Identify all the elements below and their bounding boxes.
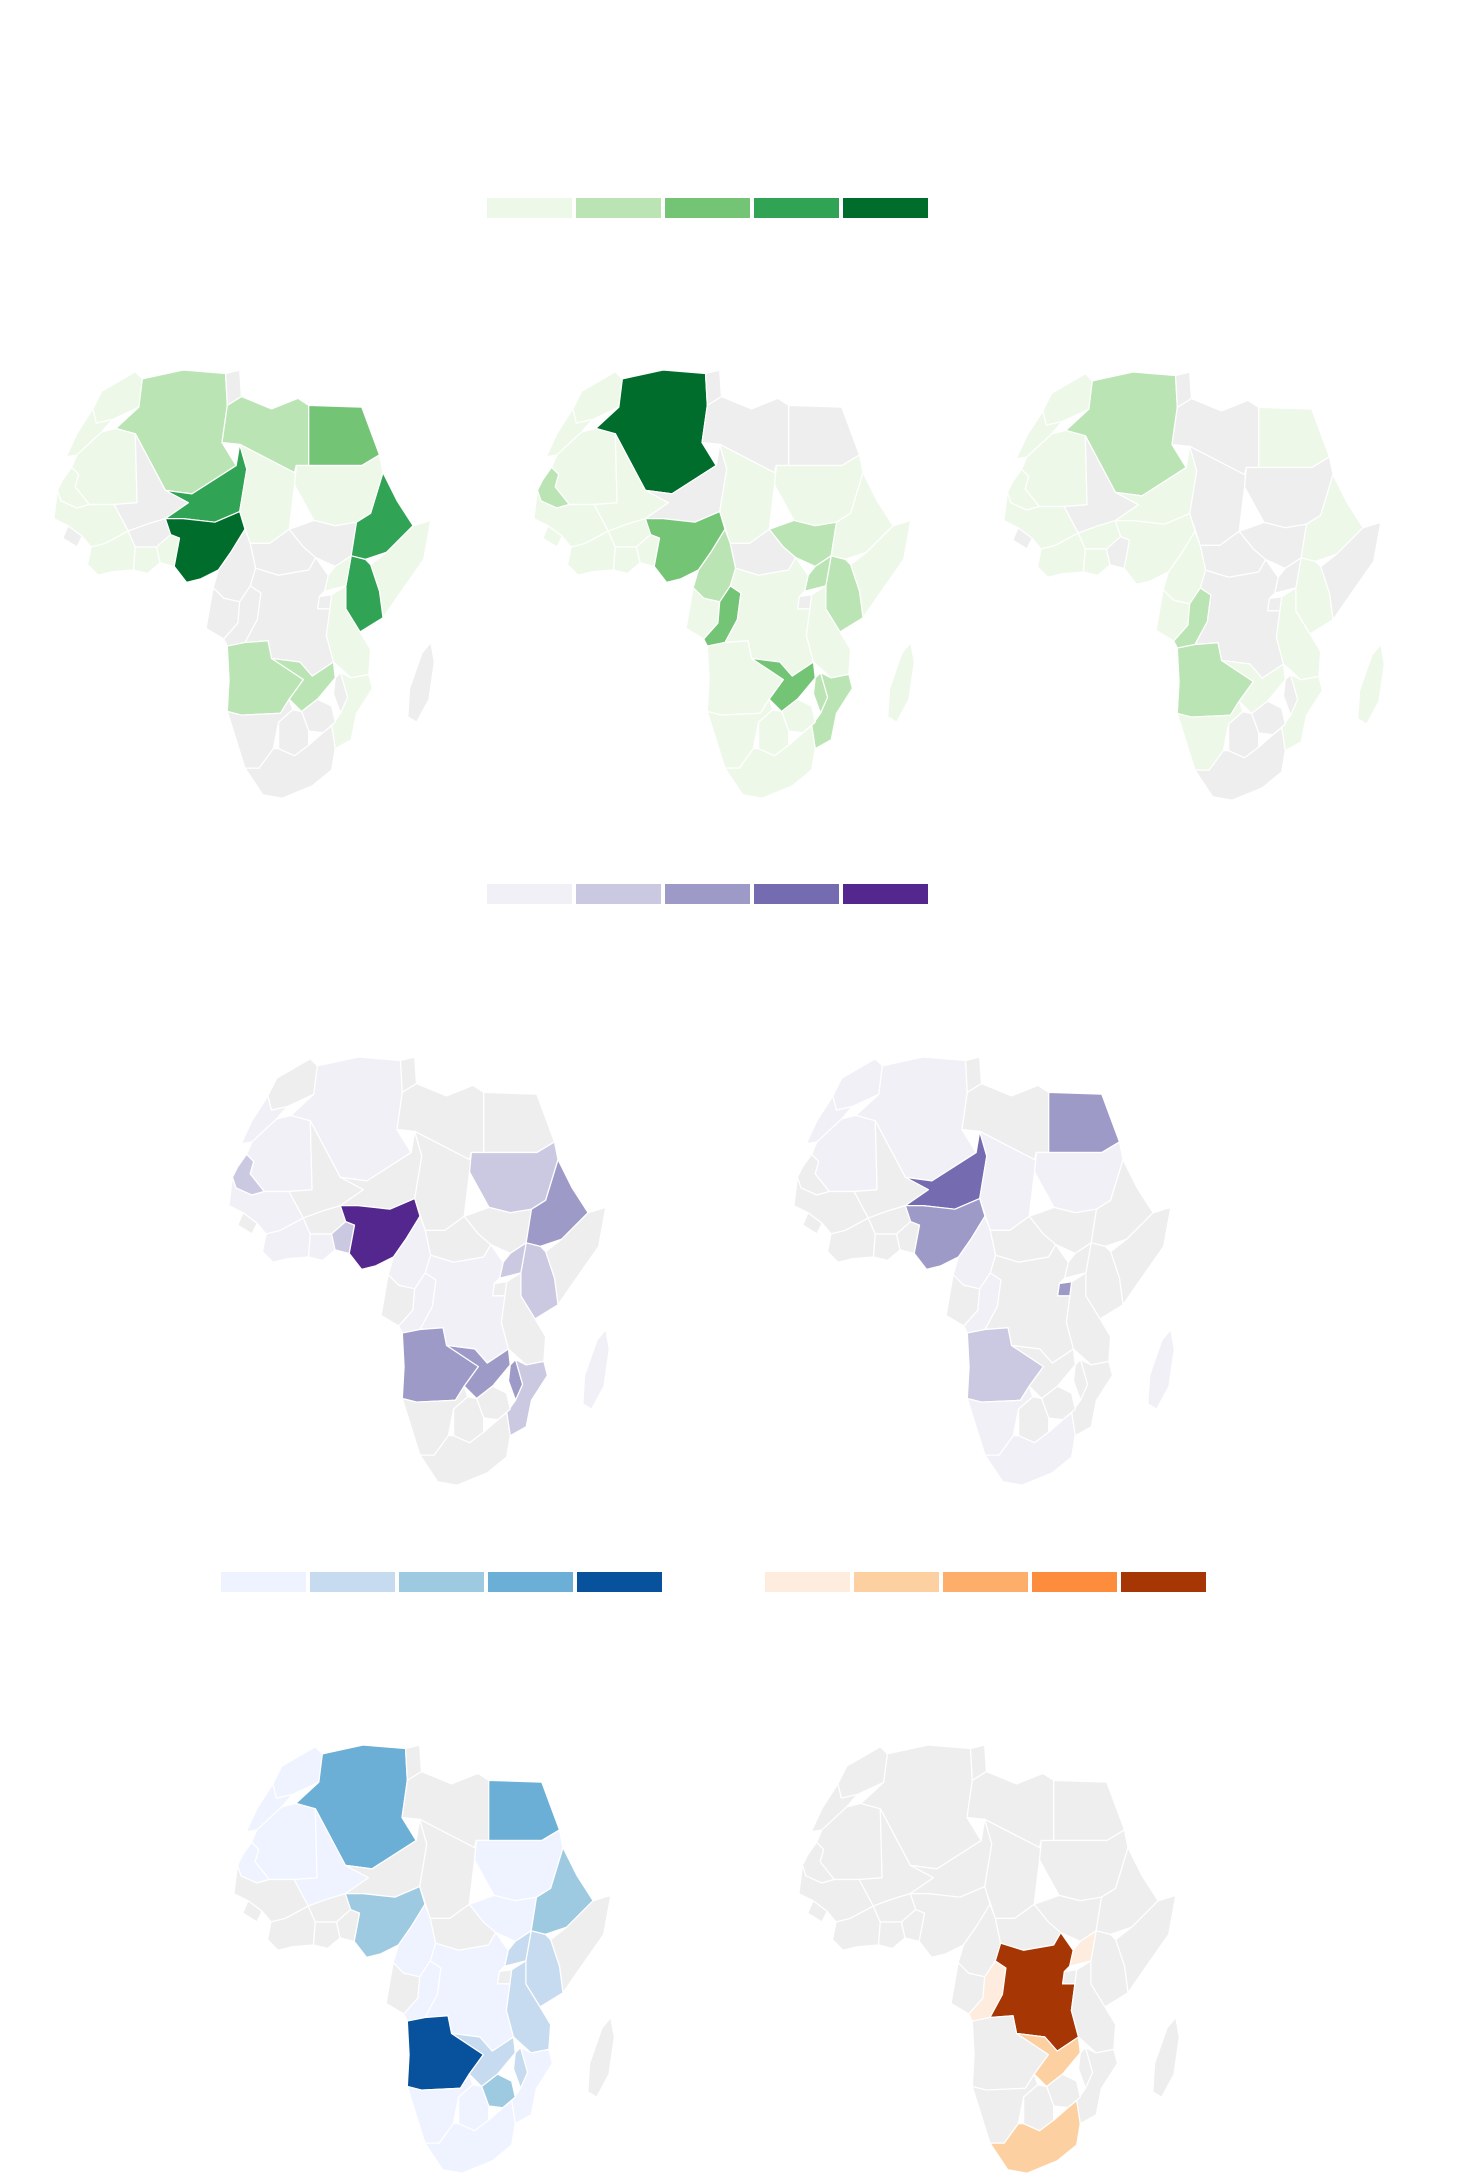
country-south-africa [984,1412,1076,1486]
africa-map-3 [1000,371,1390,802]
legend-blue [221,1572,662,1592]
legend-swatch-5 [843,884,928,904]
country-algeria [115,369,237,495]
country-south-africa [1194,727,1286,801]
country-sierra-leone [237,1212,258,1235]
legend-swatch-3 [399,1572,484,1592]
map-svg [533,369,915,799]
country-south-africa [244,725,336,799]
country-sierra-leone [62,525,83,548]
country-egypt [308,404,381,467]
map-svg [1003,371,1385,801]
country-algeria [290,1056,412,1182]
legend-green [487,198,928,218]
country-madagascar [1152,2016,1180,2098]
country-south-africa [419,1412,511,1486]
country-ghana [1082,548,1111,577]
country-zambia [445,1344,511,1400]
country-uganda [324,555,352,592]
country-egypt [488,1779,561,1842]
legend-swatch-2 [576,884,661,904]
africa-map-1 [50,369,440,800]
country-madagascar [407,641,435,723]
country-madagascar [887,641,915,723]
country-south-africa [724,725,816,799]
country-algeria [595,369,717,495]
map-svg [233,1744,615,2174]
legend-swatch-5 [577,1572,662,1592]
country-madagascar [1357,643,1385,725]
country-tanzania [325,585,372,679]
country-uganda [1274,557,1302,594]
country-zambia [270,657,336,713]
country-uganda [1064,1242,1092,1279]
legend-swatch-1 [765,1572,850,1592]
country-algeria [855,1056,977,1182]
country-uganda [1069,1930,1097,1967]
country-uganda [499,1242,527,1279]
country-algeria [1065,371,1187,497]
map-svg [793,1056,1175,1486]
country-zambia [1010,1344,1076,1400]
country-sierra-leone [242,1900,263,1923]
africa-map-2 [530,369,920,800]
map-svg [228,1056,610,1486]
country-tanzania [1070,1960,1117,2054]
country-egypt [1258,406,1331,469]
legend-swatch-2 [854,1572,939,1592]
legend-swatch-3 [665,198,750,218]
country-sierra-leone [807,1900,828,1923]
country-tanzania [505,1960,552,2054]
legend-swatch-1 [487,884,572,904]
legend-swatch-4 [488,1572,573,1592]
legend-swatch-3 [665,884,750,904]
country-sierra-leone [1012,527,1033,550]
country-tanzania [1275,587,1322,681]
legend-swatch-4 [1032,1572,1117,1592]
legend-swatch-4 [754,884,839,904]
country-tanzania [500,1272,547,1366]
country-tanzania [805,585,852,679]
legend-swatch-3 [943,1572,1028,1592]
map-svg [53,369,435,799]
country-zambia [1220,659,1286,715]
country-uganda [804,555,832,592]
africa-map-5 [790,1056,1180,1487]
country-ghana [872,1233,901,1262]
legend-swatch-4 [754,198,839,218]
country-uganda [504,1930,532,1967]
country-ghana [612,546,641,575]
africa-map-4 [225,1056,615,1487]
africa-map-7 [795,1744,1185,2175]
country-egypt [788,404,861,467]
legend-swatch-2 [576,198,661,218]
country-ghana [877,1921,906,1950]
country-ghana [132,546,161,575]
country-zambia [750,657,816,713]
map-svg [798,1744,1180,2174]
country-egypt [1053,1779,1126,1842]
country-ghana [307,1233,336,1262]
legend-orange [765,1572,1206,1592]
country-zambia [450,2032,516,2088]
country-ghana [312,1921,341,1950]
legend-swatch-5 [1121,1572,1206,1592]
legend-swatch-1 [221,1572,306,1592]
legend-swatch-5 [843,198,928,218]
country-algeria [860,1744,982,1870]
legend-swatch-1 [487,198,572,218]
country-egypt [483,1091,556,1154]
country-algeria [295,1744,417,1870]
country-madagascar [587,2016,615,2098]
country-madagascar [1147,1328,1175,1410]
country-zambia [1015,2032,1081,2088]
legend-purple [487,884,928,904]
country-sierra-leone [542,525,563,548]
country-madagascar [582,1328,610,1410]
country-egypt [1048,1091,1121,1154]
africa-map-6 [230,1744,620,2175]
country-sierra-leone [802,1212,823,1235]
country-tanzania [1065,1272,1112,1366]
legend-swatch-2 [310,1572,395,1592]
